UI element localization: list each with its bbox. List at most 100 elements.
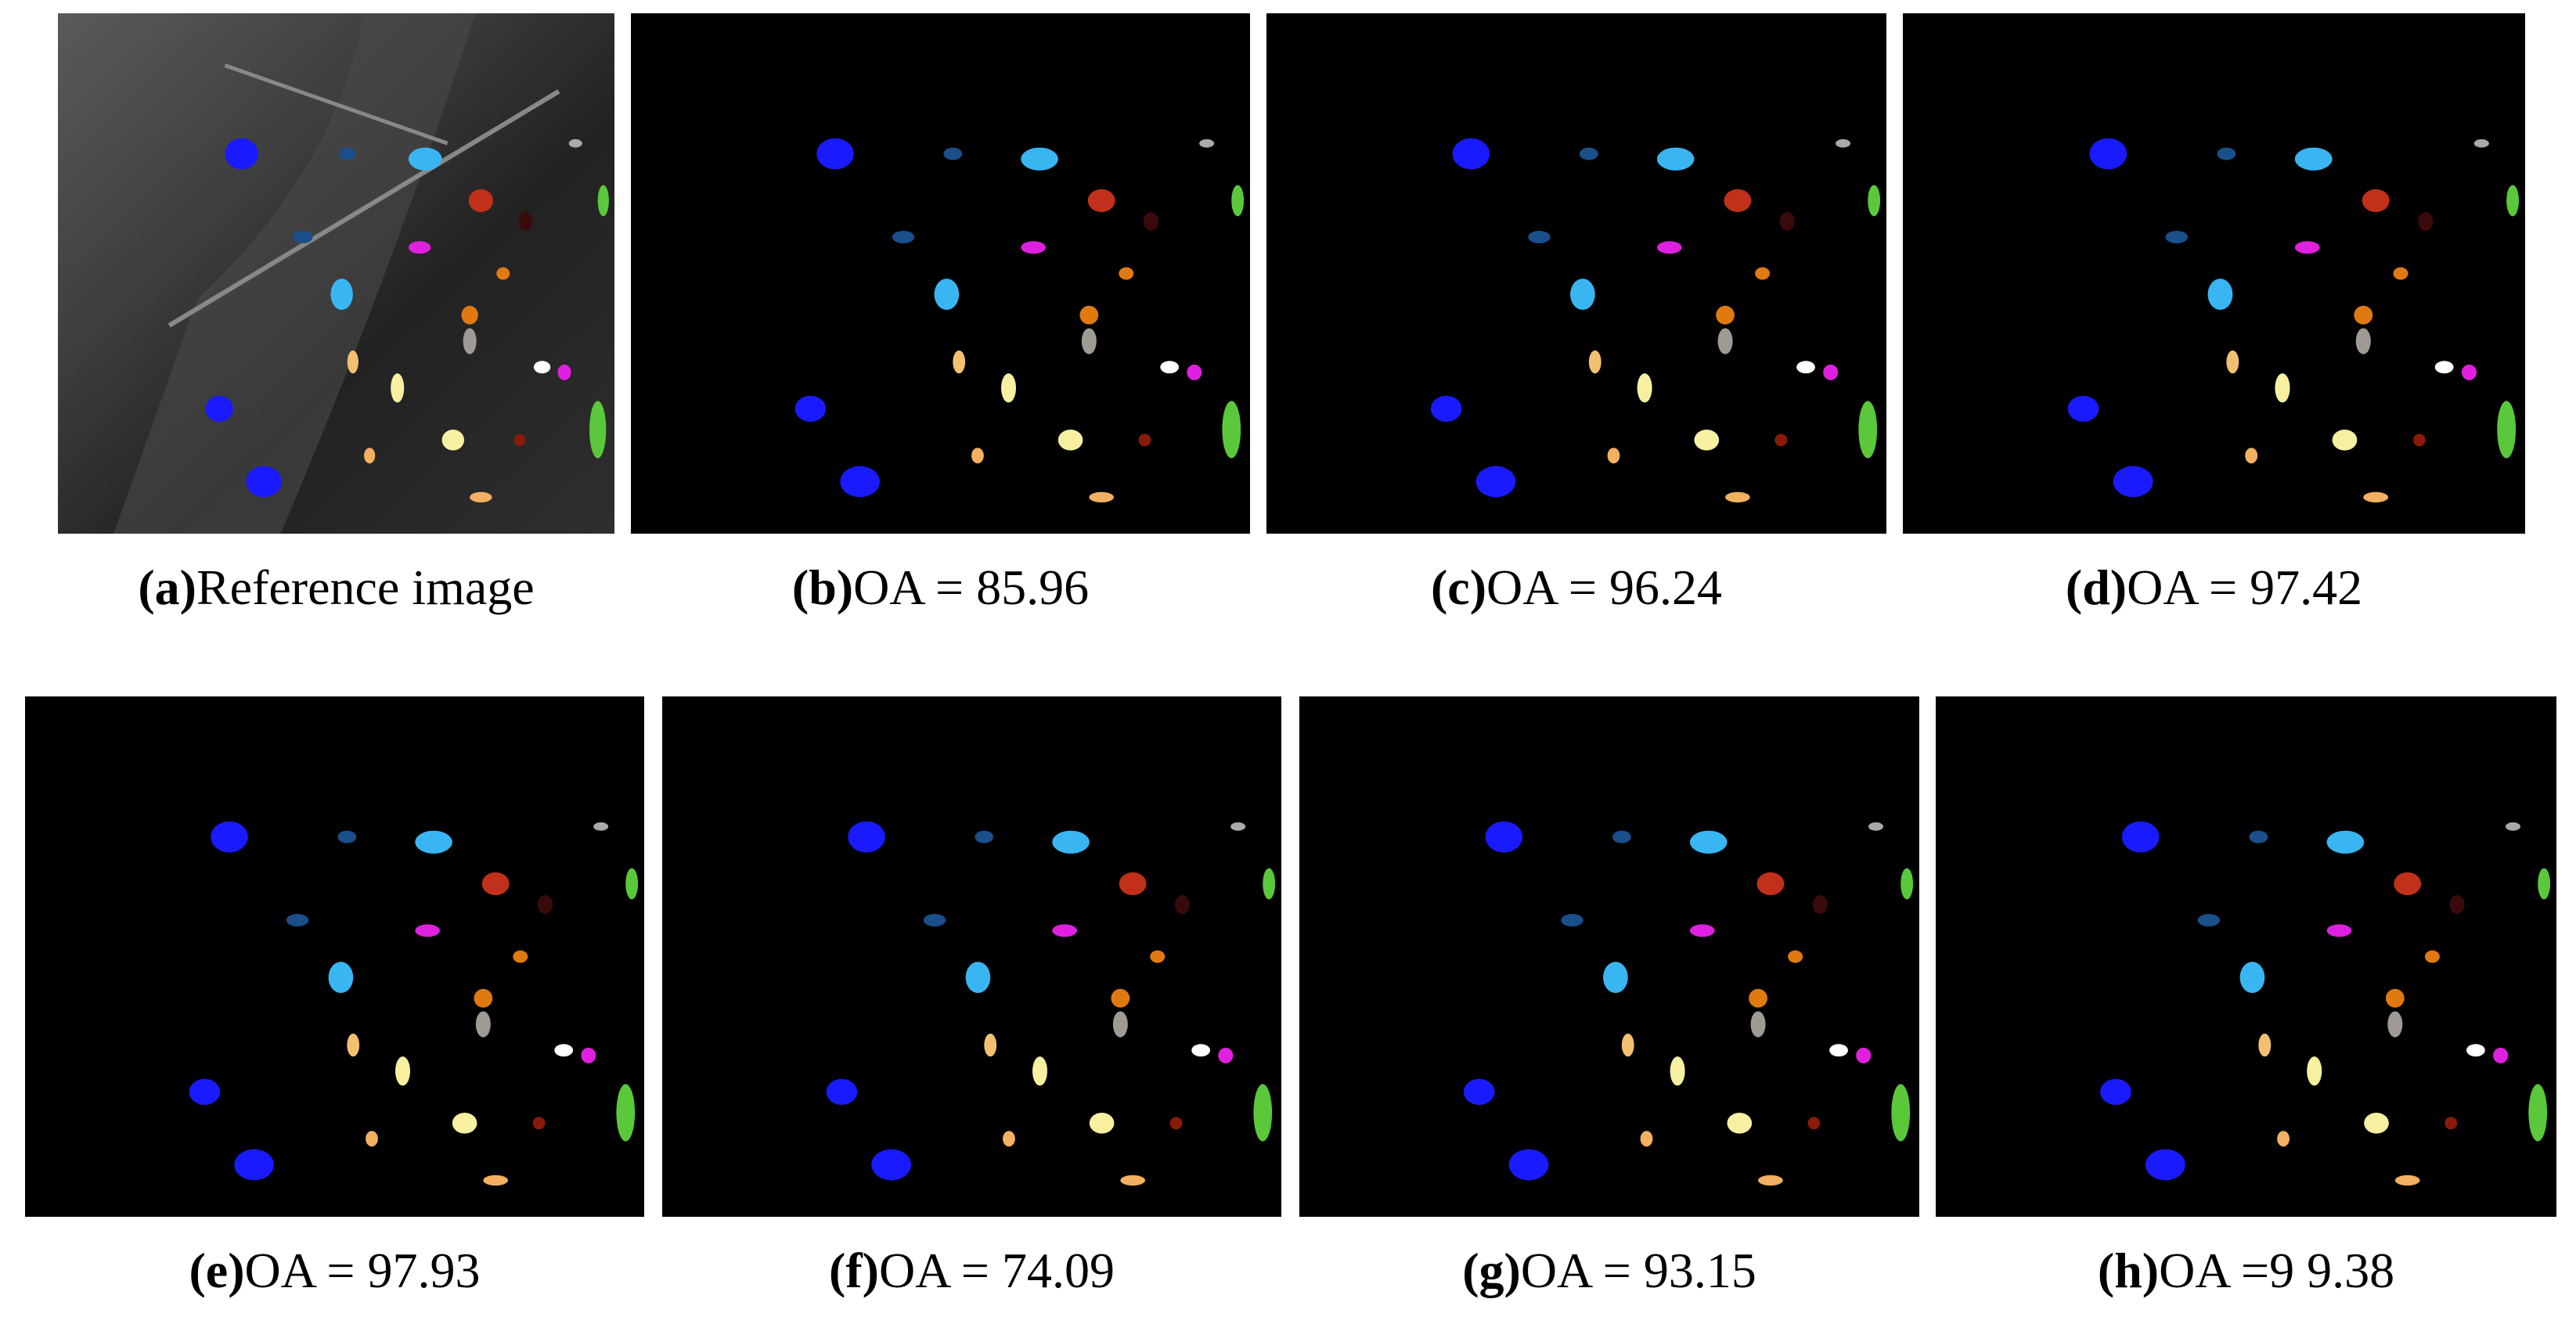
class-region bbox=[533, 361, 551, 374]
class-region bbox=[1823, 364, 1839, 380]
class-region bbox=[953, 350, 966, 374]
class-region bbox=[1689, 924, 1715, 937]
class-region bbox=[2217, 147, 2236, 160]
class-region bbox=[2326, 830, 2365, 854]
class-region bbox=[1603, 962, 1628, 994]
class-region bbox=[532, 1117, 546, 1130]
panel-caption: (c)OA = 96.24 bbox=[1431, 559, 1722, 615]
class-region bbox=[2497, 401, 2517, 459]
class-region bbox=[347, 1033, 360, 1057]
class-region bbox=[1032, 1056, 1048, 1086]
class-region bbox=[1089, 1113, 1115, 1134]
class-region bbox=[463, 328, 477, 354]
class-region bbox=[589, 401, 607, 459]
class-region bbox=[2355, 328, 2371, 354]
class-region bbox=[1829, 1044, 1848, 1057]
class-region bbox=[1774, 434, 1788, 447]
panel-tag: (g) bbox=[1462, 1243, 1521, 1298]
class-region bbox=[1430, 395, 1462, 423]
class-region bbox=[415, 924, 440, 937]
class-region bbox=[1868, 822, 1884, 831]
class-region bbox=[1150, 950, 1166, 963]
class-region bbox=[1021, 147, 1058, 171]
class-region bbox=[2067, 395, 2099, 423]
class-region bbox=[518, 212, 532, 231]
class-region bbox=[581, 1047, 596, 1063]
class-region bbox=[2249, 830, 2268, 844]
class-region bbox=[1143, 212, 1158, 231]
class-region bbox=[537, 895, 553, 914]
class-region bbox=[1001, 373, 1017, 403]
class-region bbox=[1231, 185, 1245, 217]
class-region bbox=[461, 305, 478, 325]
class-region bbox=[2505, 822, 2521, 831]
class-region bbox=[2100, 1078, 2131, 1106]
class-region bbox=[2226, 350, 2239, 374]
class-region bbox=[1119, 872, 1147, 896]
class-region bbox=[816, 138, 854, 170]
class-region bbox=[1612, 830, 1631, 844]
class-region bbox=[2294, 241, 2320, 254]
class-region bbox=[2538, 868, 2551, 900]
class-region bbox=[391, 373, 405, 403]
class-region bbox=[2089, 138, 2127, 170]
caption-text: OA = 96.24 bbox=[1486, 559, 1722, 615]
class-region bbox=[2506, 185, 2520, 217]
class-region bbox=[1003, 1131, 1015, 1147]
caption-text: OA = 97.42 bbox=[2127, 559, 2362, 615]
class-region bbox=[1230, 822, 1246, 831]
class-region bbox=[1089, 491, 1114, 503]
class-region bbox=[1717, 328, 1733, 354]
map-background bbox=[25, 696, 644, 1217]
class-region bbox=[840, 466, 880, 498]
class-region bbox=[2385, 988, 2405, 1008]
class-region bbox=[1174, 895, 1190, 914]
class-region bbox=[1640, 1131, 1653, 1147]
class-region bbox=[1725, 491, 1750, 503]
class-region bbox=[2121, 821, 2160, 853]
class-region bbox=[2412, 434, 2426, 447]
class-region bbox=[1253, 1084, 1273, 1142]
class-region bbox=[2207, 279, 2233, 311]
class-region bbox=[408, 241, 431, 254]
class-region bbox=[625, 868, 639, 900]
class-region bbox=[1588, 350, 1601, 374]
class-region bbox=[2418, 212, 2434, 231]
panel-tag: (b) bbox=[792, 559, 853, 615]
class-region bbox=[923, 913, 946, 926]
class-region bbox=[794, 395, 827, 423]
class-region bbox=[2434, 361, 2454, 374]
class-region bbox=[513, 950, 528, 963]
class-region bbox=[1727, 1113, 1753, 1134]
class-region bbox=[984, 1033, 997, 1057]
class-region bbox=[1187, 364, 1202, 380]
class-region bbox=[1052, 924, 1077, 937]
class-region bbox=[2493, 1047, 2509, 1063]
class-region bbox=[557, 364, 571, 380]
class-region bbox=[1858, 401, 1878, 459]
class-region bbox=[971, 448, 984, 464]
class-region bbox=[2466, 1044, 2485, 1057]
class-region bbox=[1694, 430, 1720, 451]
class-region bbox=[286, 913, 309, 926]
class-region bbox=[452, 1113, 477, 1134]
classification-map bbox=[25, 696, 644, 1217]
class-region bbox=[848, 821, 885, 853]
class-region bbox=[1112, 1011, 1128, 1038]
class-region bbox=[1758, 1175, 1783, 1186]
map-background bbox=[1903, 13, 2525, 534]
class-region bbox=[1756, 872, 1785, 896]
panel-caption: (g)OA = 93.15 bbox=[1462, 1243, 1756, 1298]
class-region bbox=[1052, 830, 1090, 854]
panel-caption: (e)OA = 97.93 bbox=[189, 1243, 480, 1298]
class-region bbox=[1868, 185, 1881, 217]
class-region bbox=[568, 139, 582, 148]
class-region bbox=[1111, 988, 1130, 1008]
class-region bbox=[337, 830, 357, 844]
class-region bbox=[1724, 189, 1752, 213]
class-region bbox=[1621, 1033, 1634, 1057]
class-region bbox=[496, 267, 510, 280]
panel-caption: (a)Reference image bbox=[138, 559, 534, 615]
class-region bbox=[205, 395, 233, 423]
class-region bbox=[441, 430, 465, 451]
